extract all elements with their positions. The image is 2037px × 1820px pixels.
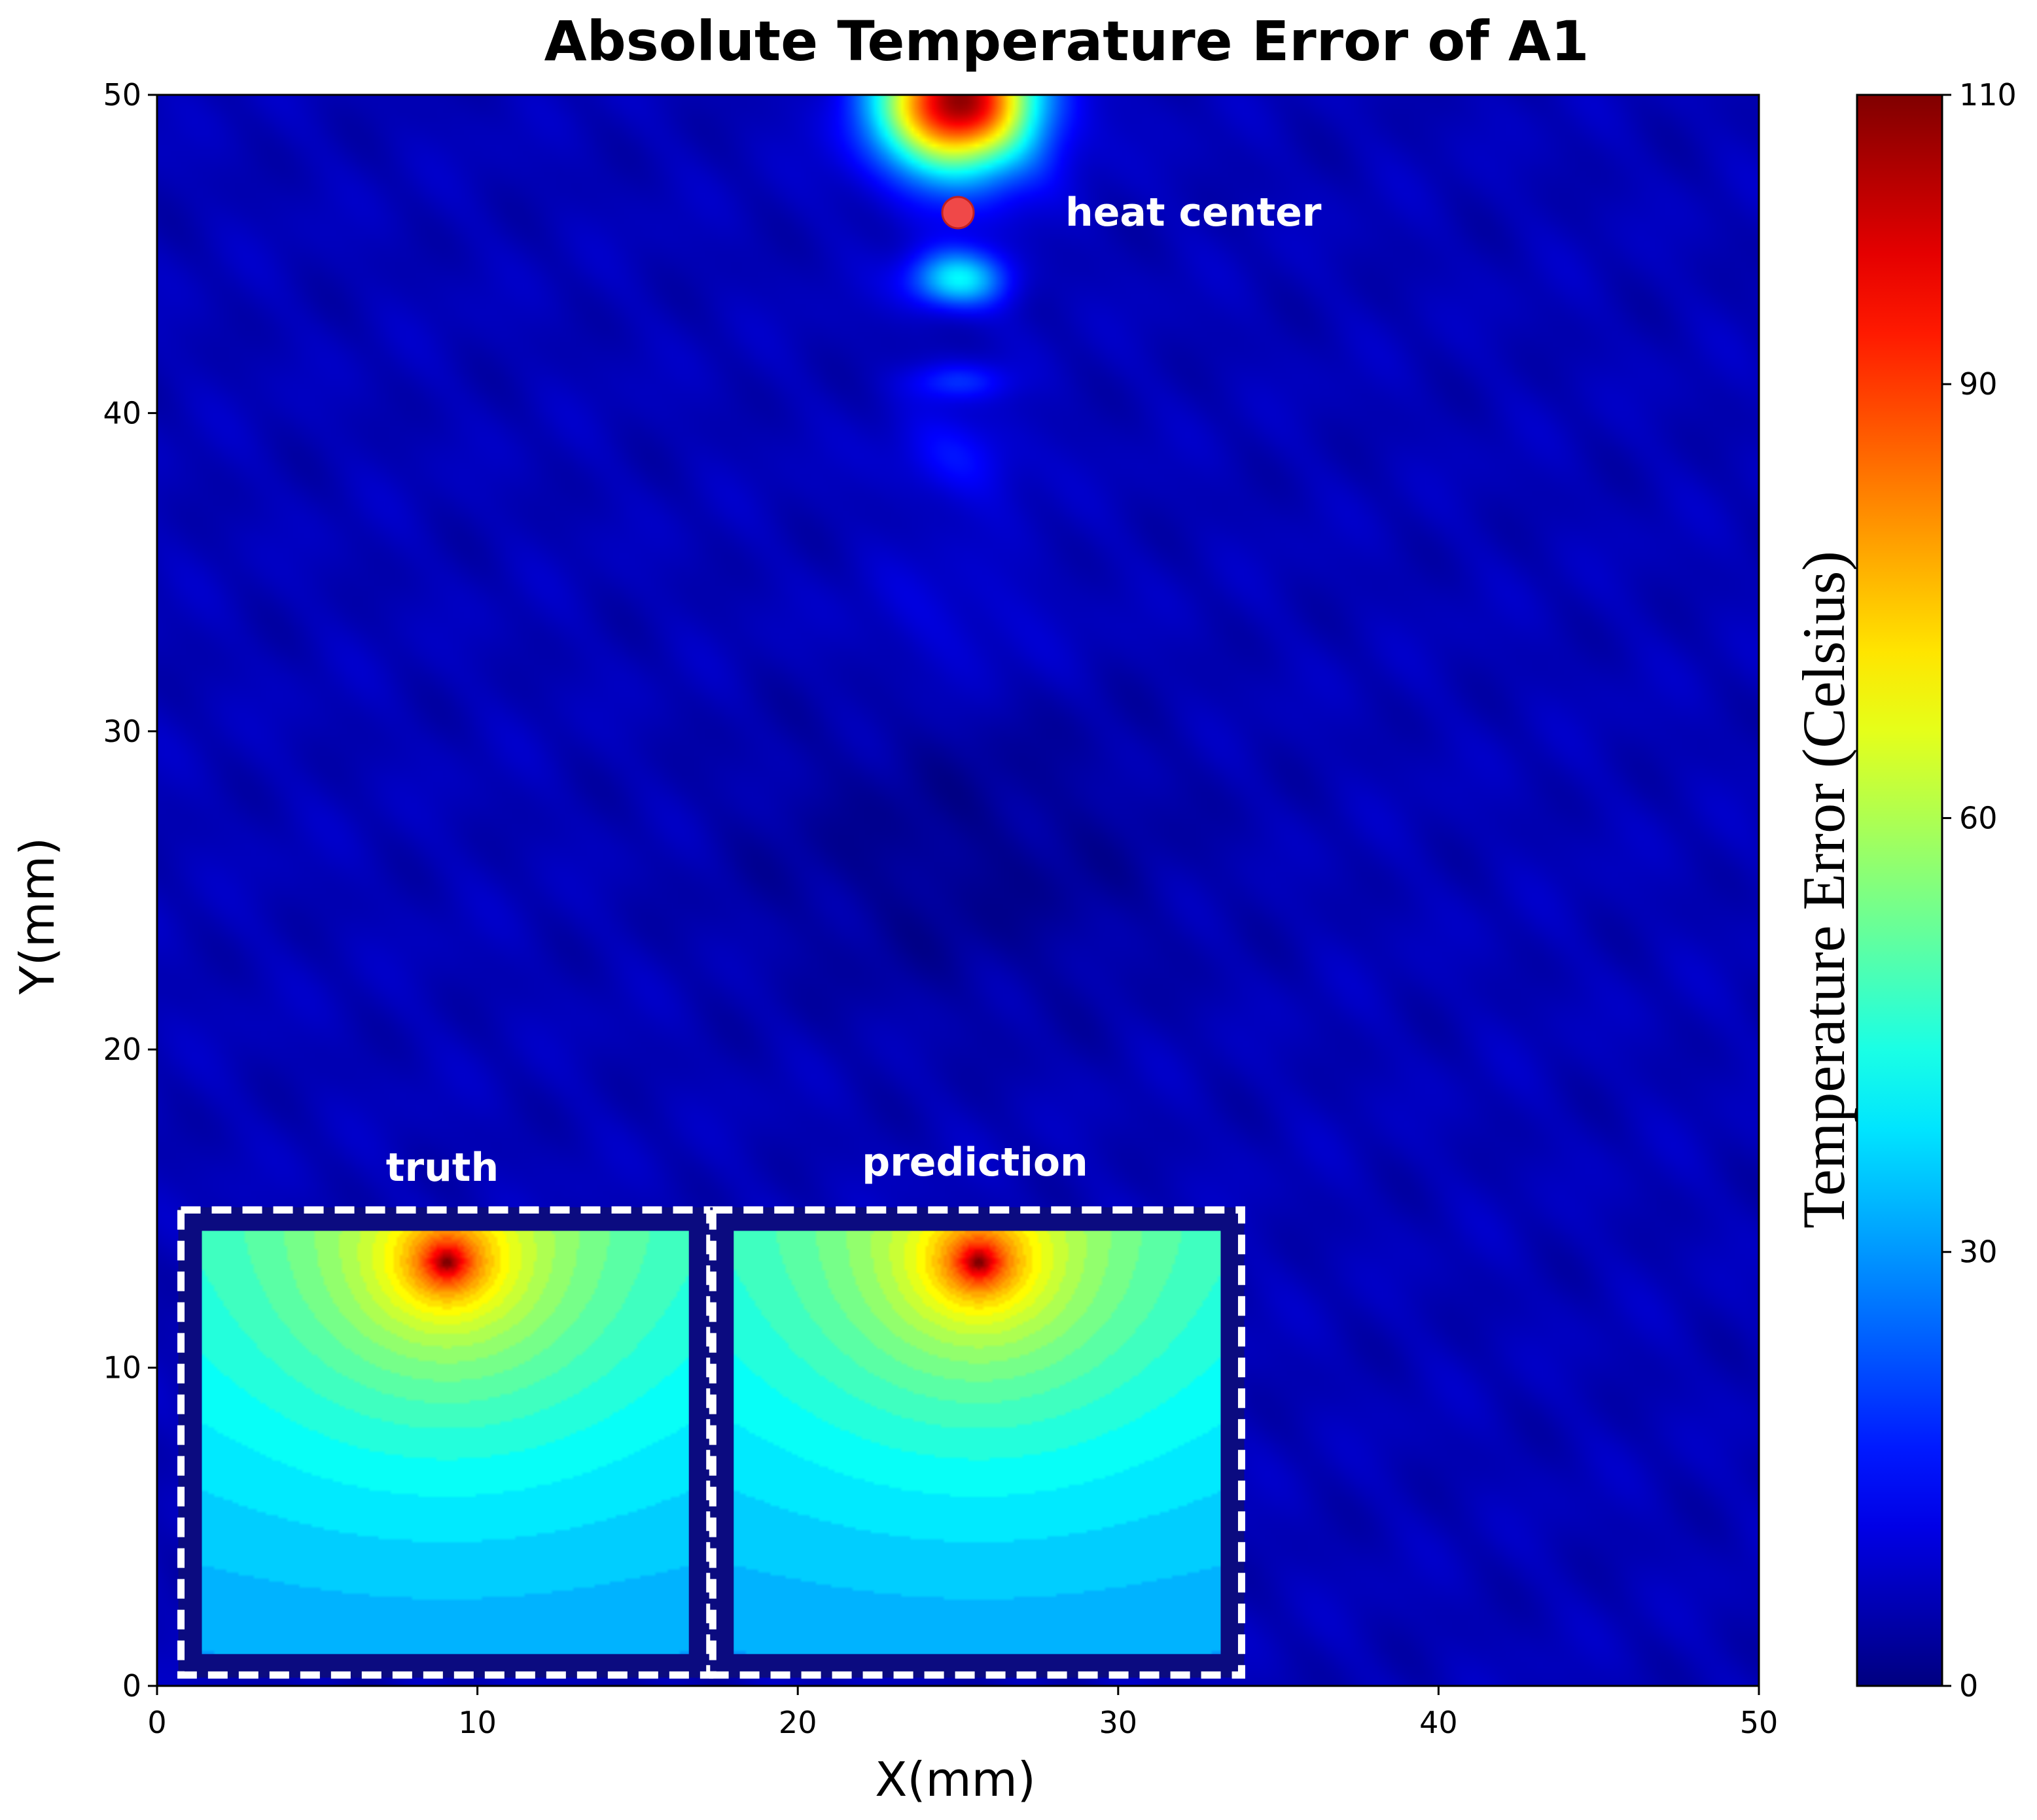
- x-tick-label: 50: [1740, 1705, 1779, 1740]
- inset-label-truth: truth: [386, 1145, 499, 1191]
- colorbar-tick-label: 110: [1959, 77, 2017, 113]
- y-axis-ticks: 0 10 20 30 40 50: [103, 77, 157, 1704]
- inset-label-prediction: prediction: [862, 1140, 1088, 1185]
- x-tick-label: 30: [1099, 1705, 1138, 1740]
- colorbar: [1856, 94, 1943, 1687]
- y-tick-label: 20: [103, 1032, 141, 1067]
- colorbar-tick-label: 90: [1959, 366, 1998, 402]
- colorbar-ticks: 0 30 60 90 110: [1942, 77, 2017, 1704]
- heat-center-label: heat center: [1065, 190, 1322, 236]
- x-axis-label: X(mm): [875, 1752, 1036, 1807]
- chart-title: Absolute Temperature Error of A1: [544, 9, 1589, 73]
- insets-group: [177, 1206, 1245, 1679]
- x-tick-label: 20: [779, 1705, 817, 1740]
- inset-field-1: [734, 1231, 1221, 1654]
- inset-dashed-border-1: [709, 1206, 1245, 1679]
- inset-field-0: [202, 1231, 689, 1654]
- colorbar-tick-label: 60: [1959, 800, 1998, 835]
- plot-area: [157, 95, 1759, 1686]
- colorbar-tick-label: 0: [1959, 1668, 1978, 1704]
- y-tick-label: 50: [103, 77, 141, 113]
- x-axis-ticks: 0 10 20 30 40 50: [147, 1686, 1778, 1740]
- x-tick-label: 40: [1419, 1705, 1458, 1740]
- colorbar-label: Temperature Error (Celsius): [1790, 551, 1857, 1229]
- plot-frame: [156, 94, 1760, 1687]
- x-tick-label: 0: [147, 1705, 166, 1740]
- colorbar-tick-label: 30: [1959, 1234, 1998, 1270]
- y-tick-label: 0: [122, 1668, 141, 1704]
- heat-center-marker: [941, 196, 975, 230]
- inset-dashed-border-0: [177, 1206, 714, 1679]
- y-tick-label: 30: [103, 714, 141, 749]
- y-tick-label: 10: [103, 1350, 141, 1386]
- y-tick-label: 40: [103, 395, 141, 430]
- y-axis-label: Y(mm): [10, 837, 65, 995]
- x-tick-label: 10: [458, 1705, 497, 1740]
